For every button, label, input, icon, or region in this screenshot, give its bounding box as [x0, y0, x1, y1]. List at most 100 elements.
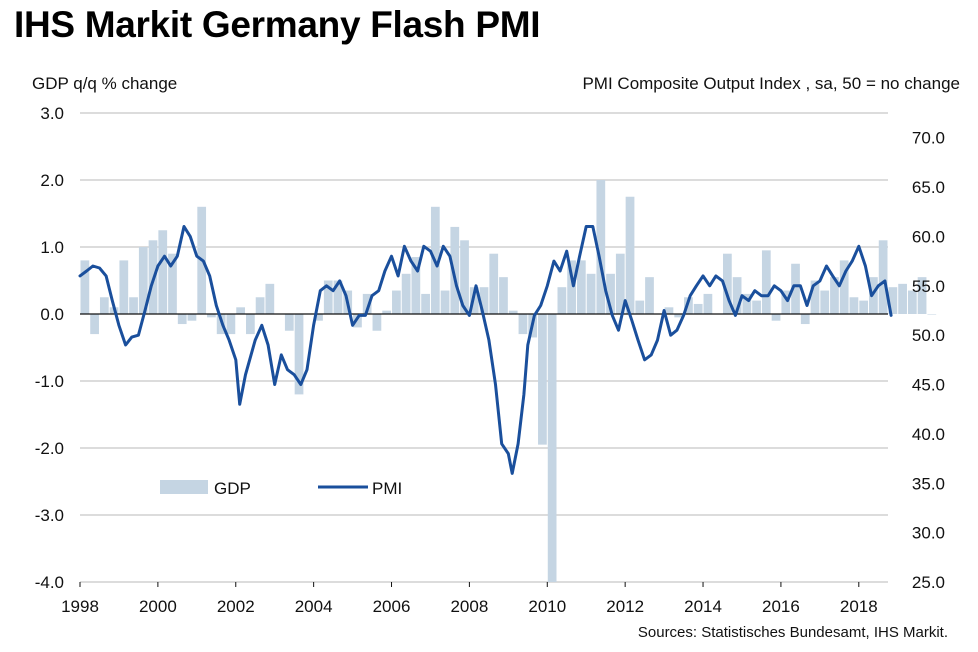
gdp-bar: [606, 273, 615, 314]
gdp-bar: [645, 277, 654, 314]
chart-title: IHS Markit Germany Flash PMI: [14, 4, 541, 45]
gdp-bar: [596, 180, 606, 314]
gdp-bar: [917, 277, 927, 314]
gdp-bar: [411, 257, 421, 314]
gdp-bar: [187, 314, 197, 321]
x-tick-label: 2004: [295, 597, 333, 616]
gdp-bar: [849, 297, 859, 314]
right-tick-label: 60.0: [912, 227, 945, 246]
gdp-bar: [421, 293, 430, 314]
gdp-bar: [557, 287, 567, 314]
gdp-bar: [469, 287, 479, 314]
left-tick-label: -4.0: [35, 573, 64, 592]
x-tick-label: 2006: [373, 597, 411, 616]
gdp-bar: [489, 253, 499, 314]
gdp-bar: [294, 314, 304, 395]
left-axis-label: GDP q/q % change: [32, 74, 178, 93]
gdp-bar: [586, 273, 596, 314]
x-tick-label: 2014: [684, 597, 722, 616]
source-note: Sources: Statistisches Bundesamt, IHS Ma…: [637, 624, 948, 641]
right-tick-label: 65.0: [912, 178, 945, 197]
x-tick-label: 2012: [606, 597, 644, 616]
gdp-bar: [732, 277, 742, 314]
gdp-bar: [255, 297, 265, 314]
gdp-bar: [265, 283, 275, 314]
right-tick-label: 35.0: [912, 474, 945, 493]
gdp-bar: [615, 253, 625, 314]
x-tick-label: 2002: [217, 597, 255, 616]
x-tick-label: 1998: [61, 597, 99, 616]
gdp-bar: [752, 300, 761, 314]
gdp-bar: [129, 297, 138, 314]
gdp-bar: [314, 314, 323, 321]
left-tick-label: 2.0: [40, 171, 64, 190]
right-tick-label: 55.0: [912, 277, 945, 296]
gdp-bar: [898, 283, 907, 314]
gdp-bar: [236, 307, 245, 314]
gdp-bar: [401, 273, 411, 314]
gdp-bar: [479, 287, 489, 314]
right-tick-label: 70.0: [912, 129, 945, 148]
legend-label-pmi: PMI: [372, 479, 402, 498]
gdp-bar: [791, 263, 800, 314]
gdp-bar: [723, 253, 732, 314]
right-tick-label: 30.0: [912, 524, 945, 543]
gdp-bar: [138, 247, 148, 314]
gdp-bar: [927, 314, 937, 315]
gdp-bar: [820, 290, 830, 314]
gdp-bar: [547, 314, 557, 582]
x-tick-label: 2018: [840, 597, 878, 616]
gdp-bar: [499, 277, 508, 314]
gdp-bar: [392, 290, 401, 314]
x-tick-label: 2000: [139, 597, 177, 616]
gdp-bar: [362, 293, 372, 314]
right-tick-label: 40.0: [912, 425, 945, 444]
right-tick-label: 45.0: [912, 376, 945, 395]
gdp-bar: [693, 303, 703, 314]
gdp-bar: [372, 314, 382, 331]
gdp-bar: [859, 300, 869, 314]
gdp-bar: [625, 196, 635, 314]
gdp-bar: [284, 314, 294, 331]
gdp-bar: [576, 260, 586, 314]
gdp-bar: [323, 280, 333, 314]
gdp-bar: [674, 314, 684, 318]
gdp-bar: [508, 310, 518, 314]
gdp-bar: [168, 253, 177, 314]
gdp-bar: [878, 240, 888, 314]
left-tick-label: -3.0: [35, 506, 64, 525]
gdp-bar: [440, 290, 450, 314]
gdp-bar: [333, 280, 343, 314]
gdp-bar: [839, 260, 849, 314]
left-tick-label: 0.0: [40, 305, 64, 324]
gdp-bar: [761, 250, 771, 314]
gdp-bar: [888, 287, 898, 314]
gdp-bar: [538, 314, 547, 445]
gdp-bar: [635, 300, 645, 314]
gdp-bar: [781, 290, 791, 314]
gdp-bar: [382, 310, 392, 314]
right-tick-label: 50.0: [912, 326, 945, 345]
gdp-bar: [907, 290, 917, 314]
gdp-bar: [90, 314, 99, 335]
gdp-bar: [119, 260, 129, 314]
gdp-bar: [664, 307, 674, 314]
left-tick-label: 1.0: [40, 238, 64, 257]
left-tick-label: -1.0: [35, 372, 64, 391]
gdp-bar: [460, 240, 469, 314]
gdp-bar: [742, 293, 752, 314]
gdp-bar: [567, 260, 576, 314]
gdp-bar: [771, 314, 781, 321]
gdp-bar: [158, 230, 168, 314]
gdp-bar: [207, 314, 216, 318]
gdp-bar: [518, 314, 528, 335]
x-tick-label: 2016: [762, 597, 800, 616]
gdp-bar: [703, 293, 713, 314]
legend-swatch-gdp: [160, 480, 208, 494]
x-tick-label: 2010: [528, 597, 566, 616]
pmi-line: [78, 225, 893, 475]
legend-label-gdp: GDP: [214, 479, 251, 498]
right-axis-label: PMI Composite Output Index , sa, 50 = no…: [582, 74, 960, 93]
gdp-bar: [80, 260, 90, 314]
